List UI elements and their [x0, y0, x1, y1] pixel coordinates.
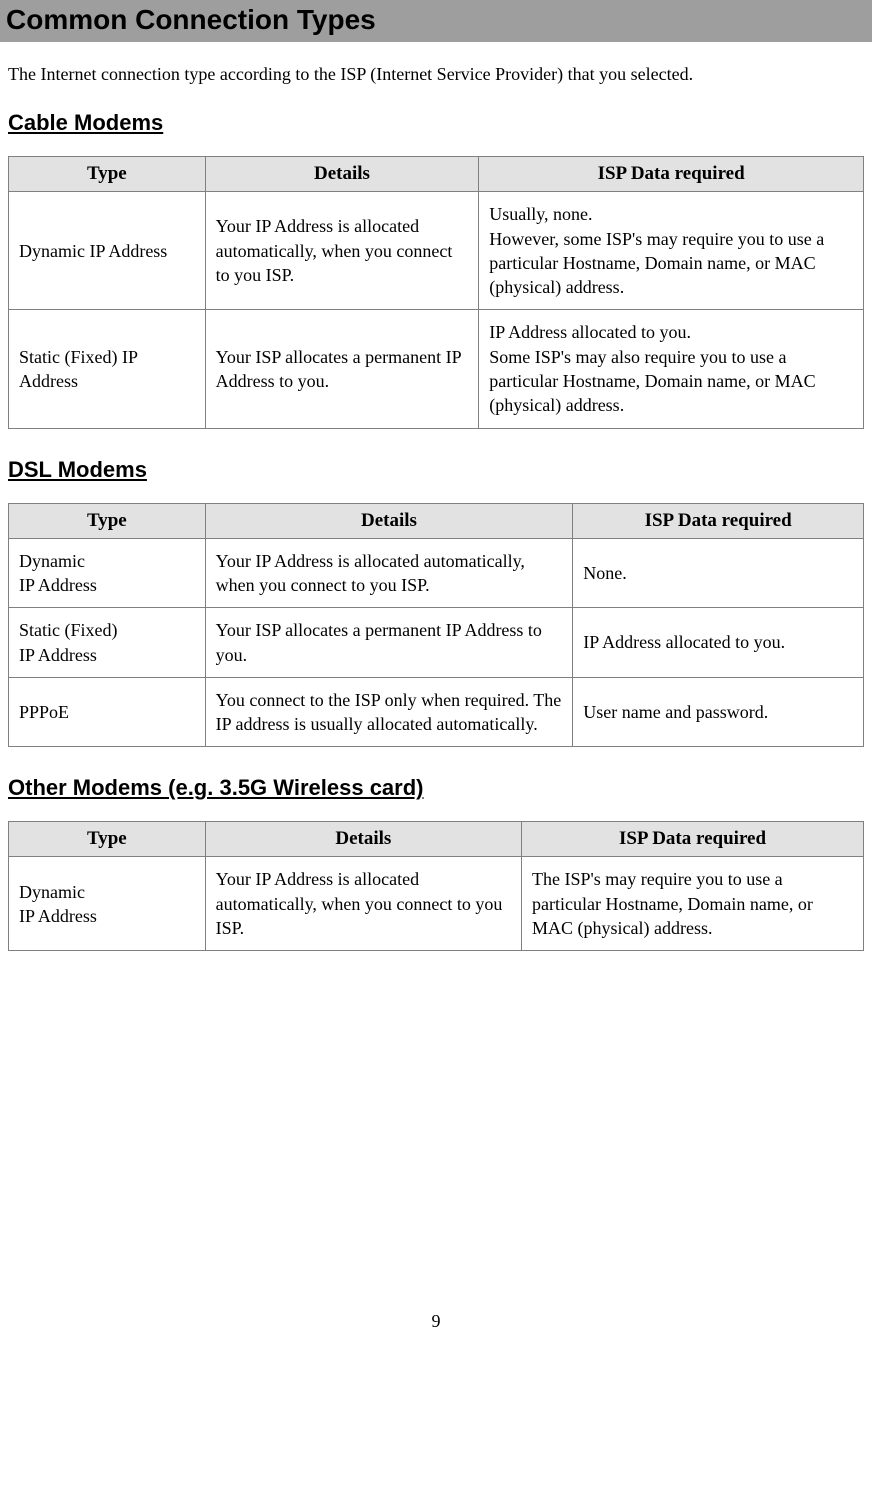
cell-type: Dynamic IP Address	[9, 538, 206, 608]
cell-isp: The ISP's may require you to use a parti…	[521, 857, 863, 951]
type-line: IP Address	[19, 906, 97, 926]
cell-isp: IP Address allocated to you.	[573, 608, 864, 678]
cable-modems-table: Type Details ISP Data required Dynamic I…	[8, 156, 864, 428]
table-row: PPPoE You connect to the ISP only when r…	[9, 677, 864, 747]
table-row: Static (Fixed) IP Address Your ISP alloc…	[9, 310, 864, 428]
isp-line: Some ISP's may also require you to use a…	[489, 347, 815, 416]
table-header-row: Type Details ISP Data required	[9, 822, 864, 857]
page-title: Common Connection Types	[6, 4, 866, 36]
type-line: Static (Fixed)	[19, 620, 117, 640]
col-type: Type	[9, 503, 206, 538]
page-title-bar: Common Connection Types	[0, 0, 872, 42]
cell-type: Dynamic IP Address	[9, 192, 206, 310]
type-line: IP Address	[19, 575, 97, 595]
cell-details: Your IP Address is allocated automatical…	[205, 857, 521, 951]
table-header-row: Type Details ISP Data required	[9, 503, 864, 538]
table-row: Static (Fixed) IP Address Your ISP alloc…	[9, 608, 864, 678]
cell-isp: User name and password.	[573, 677, 864, 747]
type-line: IP Address	[19, 645, 97, 665]
col-details: Details	[205, 503, 573, 538]
cell-isp: IP Address allocated to you. Some ISP's …	[479, 310, 864, 428]
col-isp-data: ISP Data required	[521, 822, 863, 857]
col-isp-data: ISP Data required	[479, 157, 864, 192]
col-details: Details	[205, 157, 479, 192]
type-line: Dynamic	[19, 551, 85, 571]
cell-details: Your ISP allocates a permanent IP Addres…	[205, 310, 479, 428]
table-row: Dynamic IP Address Your IP Address is al…	[9, 192, 864, 310]
col-isp-data: ISP Data required	[573, 503, 864, 538]
table-row: Dynamic IP Address Your IP Address is al…	[9, 538, 864, 608]
cell-details: Your IP Address is allocated automatical…	[205, 538, 573, 608]
col-details: Details	[205, 822, 521, 857]
type-line: Dynamic	[19, 882, 85, 902]
cell-isp: None.	[573, 538, 864, 608]
cell-isp: Usually, none. However, some ISP's may r…	[479, 192, 864, 310]
dsl-modems-table: Type Details ISP Data required Dynamic I…	[8, 503, 864, 748]
table-row: Dynamic IP Address Your IP Address is al…	[9, 857, 864, 951]
cell-details: Your ISP allocates a permanent IP Addres…	[205, 608, 573, 678]
cell-details: You connect to the ISP only when require…	[205, 677, 573, 747]
cell-type: PPPoE	[9, 677, 206, 747]
isp-line: Usually, none.	[489, 204, 592, 224]
other-modems-table: Type Details ISP Data required Dynamic I…	[8, 821, 864, 951]
col-type: Type	[9, 157, 206, 192]
intro-text: The Internet connection type according t…	[8, 62, 864, 86]
section-heading-cable: Cable Modems	[8, 110, 864, 136]
section-heading-dsl: DSL Modems	[8, 457, 864, 483]
table-header-row: Type Details ISP Data required	[9, 157, 864, 192]
cell-type: Static (Fixed) IP Address	[9, 608, 206, 678]
col-type: Type	[9, 822, 206, 857]
cell-details: Your IP Address is allocated automatical…	[205, 192, 479, 310]
cell-type: Dynamic IP Address	[9, 857, 206, 951]
cell-type: Static (Fixed) IP Address	[9, 310, 206, 428]
isp-line: However, some ISP's may require you to u…	[489, 229, 824, 298]
isp-line: IP Address allocated to you.	[489, 322, 691, 342]
section-heading-other: Other Modems (e.g. 3.5G Wireless card)	[8, 775, 864, 801]
page-number: 9	[8, 1311, 864, 1332]
